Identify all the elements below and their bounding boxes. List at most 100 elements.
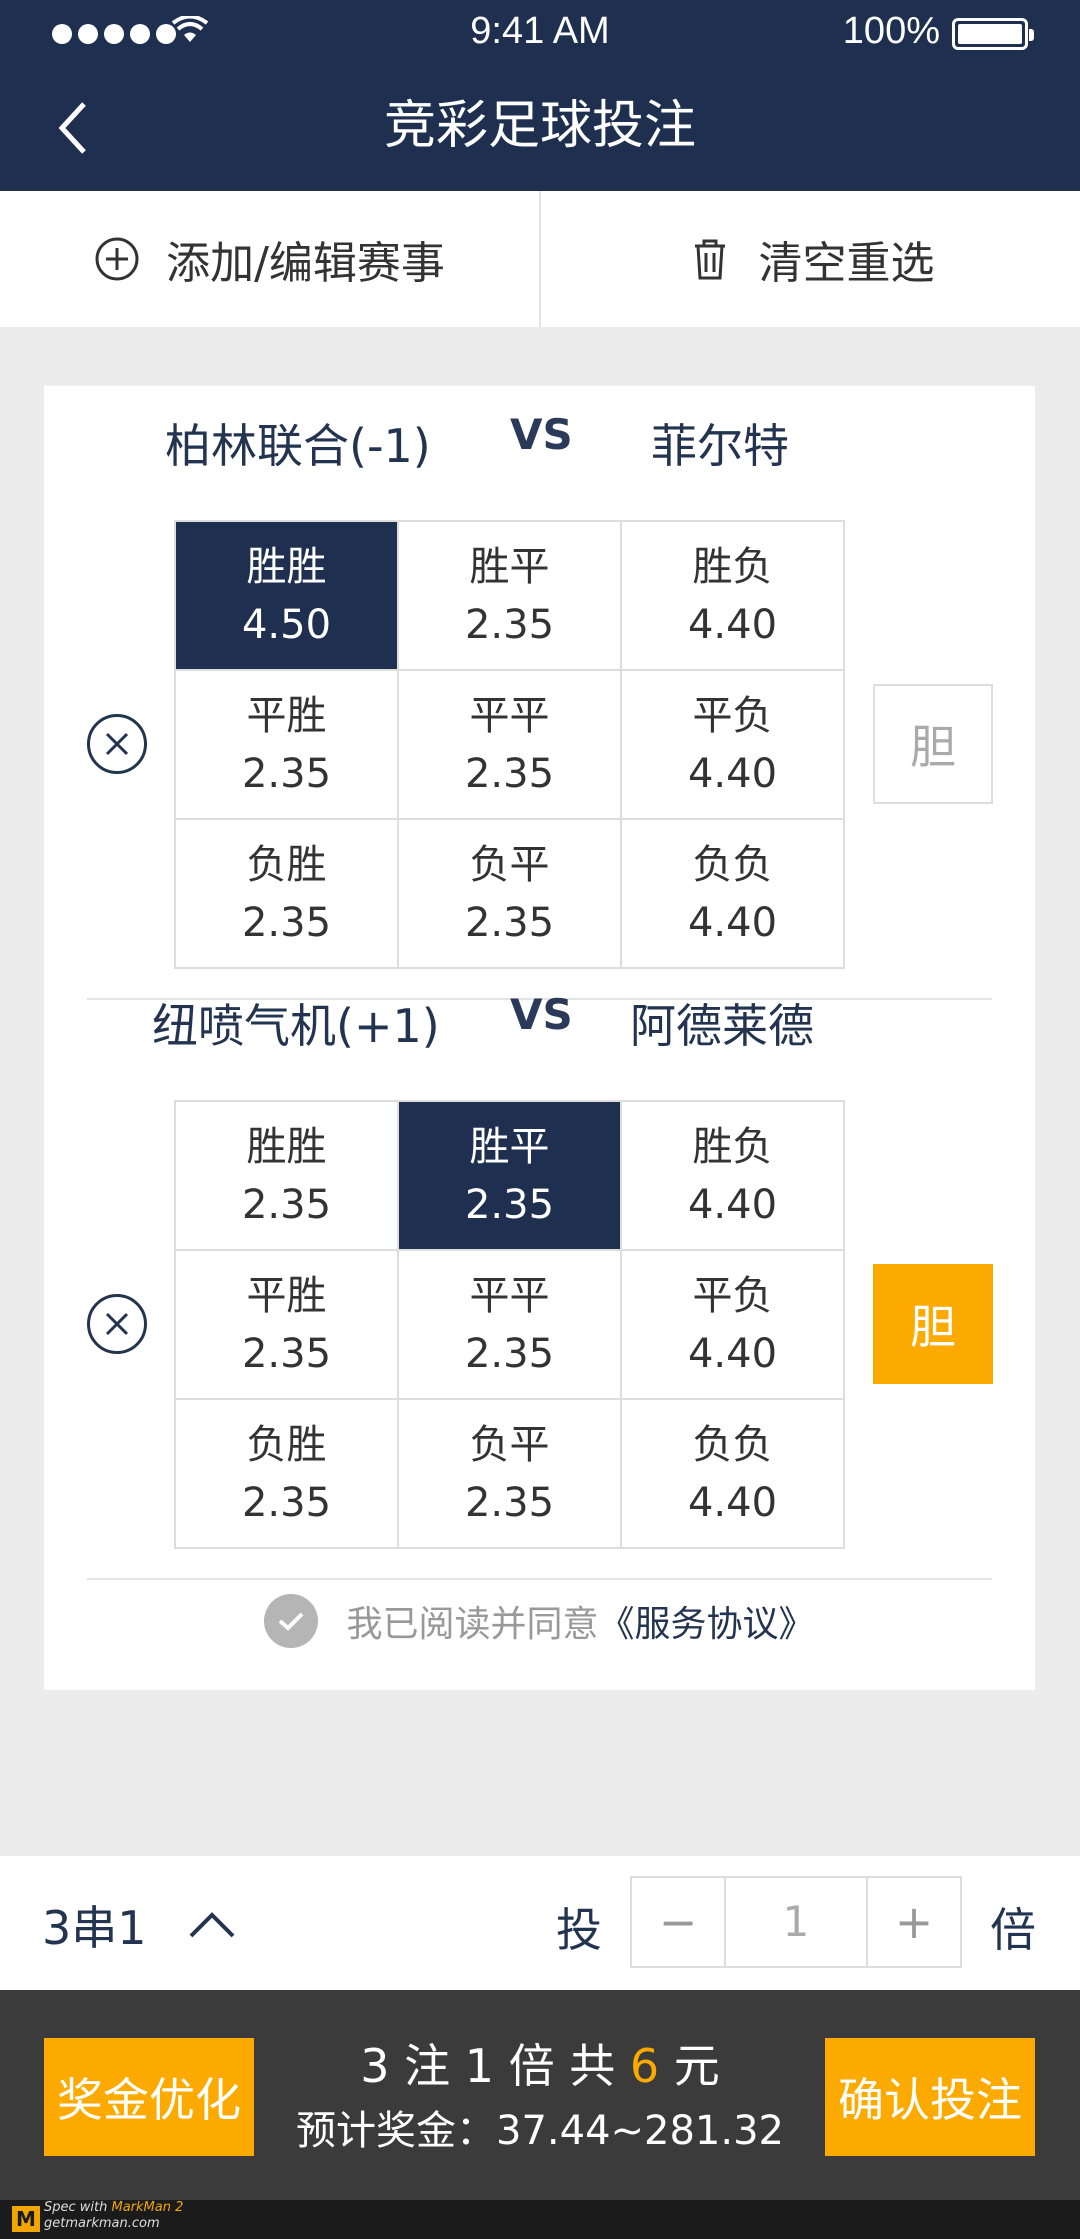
bet-options-bar: 3串1 投 − 1 + 倍 xyxy=(0,1856,1080,1990)
status-time: 9:41 AM xyxy=(470,10,610,52)
wifi-icon xyxy=(171,14,209,50)
parlay-selector[interactable]: 3串1 xyxy=(42,1892,237,1958)
bet-summary: 3 注 1 倍 共 6 元 预计奖金：37.44~281.32 xyxy=(270,2034,810,2160)
signal-icon xyxy=(52,24,176,44)
app-header: 9:41 AM 100% 竞彩足球投注 xyxy=(0,0,1080,191)
markman-logo: M xyxy=(12,2206,40,2232)
check-icon xyxy=(279,1612,304,1631)
odds-option-label: 胜负 xyxy=(692,1123,773,1170)
prize-optimize-button[interactable]: 奖金优化 xyxy=(44,2038,254,2156)
odds-value: 2.35 xyxy=(464,1330,555,1377)
odds-option[interactable]: 负负 4.40 xyxy=(622,1400,845,1549)
odds-value: 4.40 xyxy=(687,750,778,797)
odds-value: 2.35 xyxy=(241,899,332,946)
markman-prefix: Spec with xyxy=(44,2200,112,2215)
odds-option[interactable]: 平胜 2.35 xyxy=(176,1251,399,1400)
chevron-up-icon xyxy=(189,1912,234,1938)
odds-option-label: 胜平 xyxy=(469,543,550,590)
odds-option[interactable]: 胜平 2.35 xyxy=(399,522,622,671)
odds-option[interactable]: 平平 2.35 xyxy=(399,1251,622,1400)
remove-match-button[interactable] xyxy=(87,1294,147,1354)
summary-suffix: 元 xyxy=(659,2039,720,2093)
odds-value: 4.50 xyxy=(241,601,332,648)
odds-option[interactable]: 负胜 2.35 xyxy=(176,1400,399,1549)
odds-option-label: 胜平 xyxy=(469,1123,550,1170)
odds-option-label: 平负 xyxy=(692,692,773,739)
match-header: 柏林联合(-1) VS 菲尔特 xyxy=(44,386,1035,486)
markman-watermark: M Spec with MarkMan 2 getmarkman.com xyxy=(0,2200,1080,2239)
away-team: 阿德莱德 xyxy=(630,999,814,1053)
vs-label: VS xyxy=(510,990,573,1039)
odds-option-label: 负平 xyxy=(469,1421,550,1468)
banker-toggle[interactable]: 胆 xyxy=(873,684,993,804)
add-edit-match-button[interactable]: 添加/编辑赛事 xyxy=(0,191,539,327)
odds-option[interactable]: 平胜 2.35 xyxy=(176,671,399,820)
vs-label: VS xyxy=(510,410,573,459)
odds-option[interactable]: 胜胜 4.50 xyxy=(176,522,399,671)
trash-icon xyxy=(694,239,725,280)
odds-option-label: 负胜 xyxy=(246,1421,327,1468)
odds-value: 2.35 xyxy=(241,750,332,797)
odds-option-label: 胜胜 xyxy=(246,543,327,590)
odds-value: 4.40 xyxy=(687,1330,778,1377)
battery-percentage: 100% xyxy=(842,10,940,52)
odds-value: 4.40 xyxy=(687,601,778,648)
battery-icon xyxy=(952,18,1034,50)
odds-option-label: 平平 xyxy=(469,1272,550,1319)
odds-option[interactable]: 胜负 4.40 xyxy=(622,522,845,671)
odds-option[interactable]: 负负 4.40 xyxy=(622,820,845,969)
odds-option[interactable]: 胜胜 2.35 xyxy=(176,1102,399,1251)
odds-value: 2.35 xyxy=(464,1479,555,1526)
odds-option[interactable]: 负平 2.35 xyxy=(399,820,622,969)
odds-option-label: 负平 xyxy=(469,841,550,888)
odds-value: 2.35 xyxy=(241,1181,332,1228)
odds-option-label: 平胜 xyxy=(246,692,327,739)
home-team: 柏林联合(-1) xyxy=(165,419,431,473)
increase-button[interactable]: + xyxy=(894,1895,934,1949)
summary-amount: 6 xyxy=(629,2039,660,2093)
markman-site: getmarkman.com xyxy=(44,2216,160,2231)
odds-value: 2.35 xyxy=(464,601,555,648)
multiplier-stepper: − 1 + xyxy=(630,1876,962,1968)
odds-value: 2.35 xyxy=(464,750,555,797)
odds-option[interactable]: 胜负 4.40 xyxy=(622,1102,845,1251)
odds-option-label: 负胜 xyxy=(246,841,327,888)
remove-match-button[interactable] xyxy=(87,714,147,774)
odds-option[interactable]: 负胜 2.35 xyxy=(176,820,399,969)
odds-option-label: 平负 xyxy=(692,1272,773,1319)
odds-option[interactable]: 平平 2.35 xyxy=(399,671,622,820)
status-bar: 9:41 AM 100% xyxy=(0,0,1080,66)
odds-value: 2.35 xyxy=(464,899,555,946)
chevron-left-icon xyxy=(58,102,86,154)
parlay-type: 3串1 xyxy=(42,1901,147,1955)
back-button[interactable] xyxy=(50,96,104,160)
banker-toggle[interactable]: 胆 xyxy=(873,1264,993,1384)
confirm-bet-button[interactable]: 确认投注 xyxy=(825,2038,1035,2156)
service-agreement-link[interactable]: 《服务协议》 xyxy=(598,1604,815,1645)
markman-brand: MarkMan 2 xyxy=(111,2200,184,2215)
agreement-checkbox[interactable] xyxy=(264,1594,319,1648)
odds-grid: 胜胜 2.35 胜平 2.35 胜负 4.40 平胜 2.35 平平 2.35 平负 4.40 负胜 2.… xyxy=(174,1100,845,1549)
multiplier-input[interactable]: 1 xyxy=(724,1878,868,1966)
odds-option[interactable]: 负平 2.35 xyxy=(399,1400,622,1549)
odds-value: 4.40 xyxy=(687,899,778,946)
odds-option[interactable]: 平负 4.40 xyxy=(622,1251,845,1400)
odds-option[interactable]: 平负 4.40 xyxy=(622,671,845,820)
odds-value: 4.40 xyxy=(687,1181,778,1228)
checkout-footer: 奖金优化 3 注 1 倍 共 6 元 预计奖金：37.44~281.32 确认投… xyxy=(0,1990,1080,2200)
home-team: 纽喷气机(+1) xyxy=(152,999,440,1053)
multiplier-unit: 倍 xyxy=(990,1903,1036,1957)
prize-value: 37.44~281.32 xyxy=(496,2108,784,2154)
divider xyxy=(87,1578,992,1580)
odds-option-label: 负负 xyxy=(692,1421,773,1468)
clear-reselect-button[interactable]: 清空重选 xyxy=(539,191,1080,327)
close-icon xyxy=(105,1312,129,1336)
odds-option-label: 负负 xyxy=(692,841,773,888)
add-edit-match-label: 添加/编辑赛事 xyxy=(166,238,445,289)
add-circle-icon xyxy=(95,237,139,281)
odds-value: 4.40 xyxy=(687,1479,778,1526)
divider xyxy=(87,998,992,1000)
decrease-button[interactable]: − xyxy=(658,1895,698,1949)
odds-grid: 胜胜 4.50 胜平 2.35 胜负 4.40 平胜 2.35 平平 2.35 平负 4.40 负胜 2.… xyxy=(174,520,845,969)
odds-option[interactable]: 胜平 2.35 xyxy=(399,1102,622,1251)
